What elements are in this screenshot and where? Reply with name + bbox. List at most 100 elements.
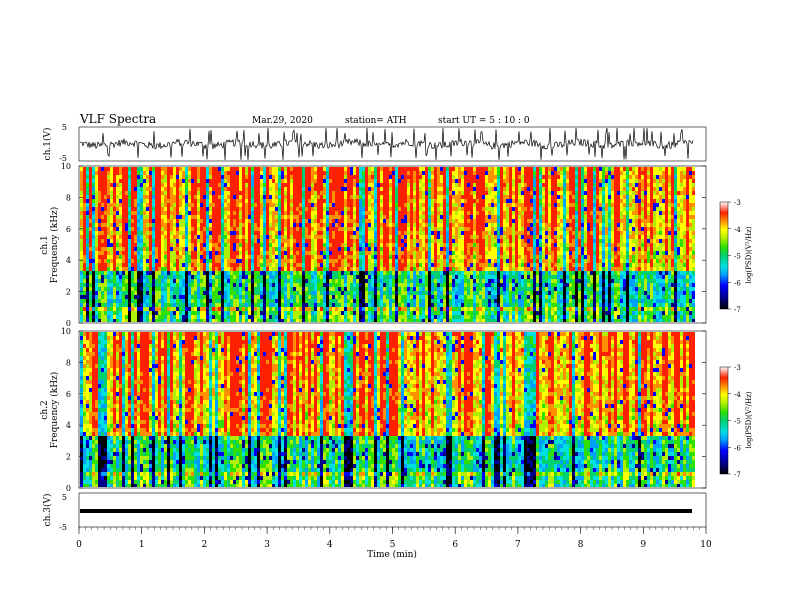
spectrogram-cell	[413, 283, 416, 287]
spectrogram-cell	[455, 167, 458, 171]
spectrogram-cell	[230, 179, 233, 183]
spectrogram-cell	[329, 183, 332, 187]
spectrogram-cell	[407, 167, 410, 171]
spectrogram-cell	[230, 283, 233, 287]
spectrogram-cell	[404, 295, 407, 299]
spectrogram-cell	[281, 303, 284, 307]
spectrogram-cell	[104, 235, 107, 239]
spectrogram-cell	[215, 319, 218, 322]
spectrogram-cell	[452, 187, 455, 191]
spectrogram-cell	[386, 207, 389, 211]
spectrogram-cell	[398, 183, 401, 187]
spectrogram-cell	[275, 167, 278, 171]
spectrogram-cell	[299, 315, 302, 319]
spectrogram-cell	[116, 279, 119, 283]
spectrogram-cell	[410, 303, 413, 307]
spectrogram-cell	[356, 263, 359, 267]
spectrogram-cell	[140, 179, 143, 183]
spectrogram-cell	[185, 255, 188, 259]
spectrogram-cell	[200, 167, 203, 171]
spectrogram-cell	[290, 291, 293, 295]
spectrogram-cell	[359, 179, 362, 183]
spectrogram-cell	[335, 175, 338, 179]
spectrogram-cell	[233, 291, 236, 295]
spectrogram-cell	[257, 171, 260, 175]
spectrogram-cell	[368, 263, 371, 267]
spectrogram-cell	[98, 211, 101, 215]
spectrogram-cell	[305, 295, 308, 299]
spectrogram-cell	[206, 279, 209, 283]
spectrogram-cell	[95, 219, 98, 223]
spectrogram-cell	[161, 183, 164, 187]
spectrogram-cell	[335, 179, 338, 183]
spectrogram-cell	[317, 191, 320, 195]
spectrogram-cell	[164, 223, 167, 227]
spectrogram-cell	[332, 191, 335, 195]
spectrogram-cell	[122, 227, 125, 231]
spectrogram-cell	[347, 299, 350, 303]
spectrogram-cell	[341, 259, 344, 263]
spectrogram-cell	[86, 315, 89, 319]
spectrogram-cell	[413, 207, 416, 211]
spectrogram-cell	[416, 223, 419, 227]
spectrogram-cell	[299, 235, 302, 239]
spectrogram-cell	[260, 175, 263, 179]
spectrogram-cell	[431, 319, 434, 322]
spectrogram-cell	[242, 279, 245, 283]
spectrogram-cell	[230, 187, 233, 191]
spectrogram-cell	[218, 307, 221, 311]
spectrogram-cell	[263, 175, 266, 179]
spectrogram-cell	[311, 303, 314, 307]
spectrogram-cell	[323, 251, 326, 255]
spectrogram-cell	[359, 239, 362, 243]
spectrogram-cell	[332, 171, 335, 175]
spectrogram-cell	[257, 275, 260, 279]
spectrogram-cell	[344, 319, 347, 322]
spectrogram-cell	[347, 171, 350, 175]
spectrogram-cell	[350, 315, 353, 319]
spectrogram-cell	[434, 307, 437, 311]
spectrogram-cell	[233, 183, 236, 187]
spectrogram-cell	[143, 287, 146, 291]
spectrogram-cell	[416, 295, 419, 299]
spectrogram-cell	[278, 291, 281, 295]
spectrogram-cell	[404, 207, 407, 211]
spectrogram-cell	[281, 219, 284, 223]
spectrogram-cell	[341, 231, 344, 235]
spectrogram-cell	[419, 263, 422, 267]
spectrogram-cell	[362, 247, 365, 251]
spectrogram-cell	[446, 283, 449, 287]
spectrogram-cell	[119, 203, 122, 207]
spectrogram-cell	[164, 219, 167, 223]
spectrogram-cell	[392, 279, 395, 283]
spectrogram-cell	[89, 167, 92, 171]
spectrogram-cell	[167, 219, 170, 223]
spectrogram-cell	[116, 203, 119, 207]
spectrogram-cell	[125, 243, 128, 247]
spectrogram-cell	[455, 223, 458, 227]
spectrogram-cell	[371, 195, 374, 199]
spectrogram-cell	[356, 291, 359, 295]
spectrogram-cell	[443, 231, 446, 235]
spectrogram-cell	[233, 263, 236, 267]
spectrogram-cell	[362, 235, 365, 239]
spectrogram-cell	[335, 247, 338, 251]
spectrogram-cell	[173, 311, 176, 315]
spectrogram-cell	[326, 307, 329, 311]
spectrogram-cell	[284, 175, 287, 179]
spectrogram-cell	[113, 251, 116, 255]
spectrogram-cell	[416, 307, 419, 311]
spectrogram-cell	[113, 223, 116, 227]
spectrogram-cell	[284, 283, 287, 287]
spectrogram-cell	[224, 295, 227, 299]
spectrogram-cell	[251, 207, 254, 211]
spectrogram-cell	[101, 259, 104, 263]
spectrogram-cell	[185, 283, 188, 287]
spectrogram-cell	[179, 175, 182, 179]
spectrogram-cell	[173, 187, 176, 191]
spectrogram-cell	[302, 239, 305, 243]
spectrogram-cell	[128, 167, 131, 171]
spectrogram-cell	[272, 243, 275, 247]
spectrogram-cell	[155, 211, 158, 215]
spectrogram-cell	[209, 319, 212, 322]
